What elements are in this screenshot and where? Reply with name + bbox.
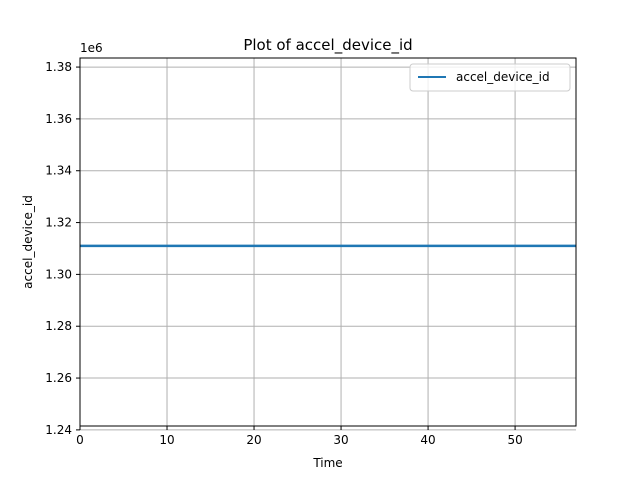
y-tick-label: 1.24 (45, 423, 72, 437)
chart-title: Plot of accel_device_id (243, 36, 412, 55)
axis-ticks: 0 10 20 30 40 50 1.24 1.26 1.28 1.30 1.32 1.34 1.36 1… (45, 60, 522, 447)
x-tick-label: 40 (420, 433, 435, 447)
y-tick-label: 1.32 (45, 216, 72, 230)
x-tick-label: 20 (246, 433, 261, 447)
grid (79, 58, 576, 431)
y-tick-label: 1.26 (45, 371, 72, 385)
legend-label: accel_device_id (456, 70, 550, 84)
y-tick-label: 1.34 (45, 164, 72, 178)
y-tick-label: 1.36 (45, 112, 72, 126)
plot-area-frame (79, 57, 577, 427)
x-tick-label: 50 (507, 433, 522, 447)
x-axis-label: Time (312, 456, 342, 470)
x-tick-label: 30 (333, 433, 348, 447)
y-axis-label: accel_device_id (21, 195, 35, 289)
legend-box (409, 63, 571, 92)
y-tick-label: 1.38 (45, 60, 72, 74)
y-tick-label: 1.28 (45, 319, 72, 333)
y-offset-label: 1e6 (80, 41, 103, 55)
legend: accel_device_id (409, 63, 571, 92)
x-tick-label: 10 (159, 433, 174, 447)
y-tick-label: 1.30 (45, 267, 72, 281)
x-tick-label: 0 (76, 433, 84, 447)
